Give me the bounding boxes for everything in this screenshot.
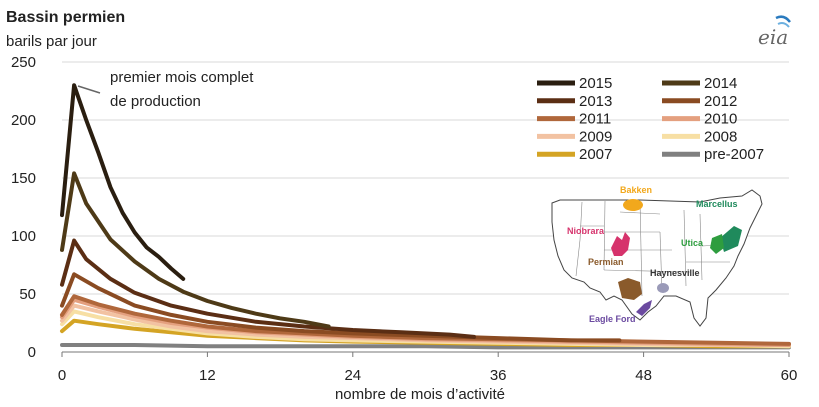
x-axis-label: nombre de mois d’activité (335, 386, 505, 403)
y-tick-label: 250 (11, 54, 36, 71)
eia-logo-swoosh-1 (775, 15, 791, 23)
series-line-pre-2007 (60, 343, 791, 350)
annotation-leader (77, 85, 101, 94)
legend-label-2008: 2008 (704, 128, 737, 145)
series-line-2012 (60, 272, 622, 343)
us-map-inset: Bakken Marcellus Niobrara Utica Permian … (551, 185, 763, 327)
niobrara-play (611, 232, 630, 256)
marcellus-play (720, 226, 742, 252)
y-axis-ticks: 0 50 100 150 200 250 (11, 54, 36, 361)
y-tick-label: 100 (11, 228, 36, 245)
x-tick-label: 60 (781, 367, 798, 384)
eagle-ford-play (636, 300, 652, 316)
marcellus-label: Marcellus (696, 199, 738, 209)
eia-logo-text: eia (758, 25, 788, 49)
series-lines (60, 83, 791, 350)
chart-title: Bassin permien (6, 9, 125, 26)
x-tick-label: 24 (344, 367, 361, 384)
series-line-2015 (60, 83, 186, 281)
utica-label: Utica (681, 238, 704, 248)
eia-logo: eia (758, 15, 791, 49)
eagle-ford-label: Eagle Ford (589, 314, 636, 324)
y-tick-label: 0 (28, 344, 36, 361)
series-line-2014 (60, 171, 331, 329)
x-tick-label: 0 (58, 367, 66, 384)
legend-label-2011: 2011 (579, 111, 611, 128)
state-borders (575, 199, 739, 297)
legend: 2015 2014 2013 2012 2011 2010 2009 2008 2007 pre-… (537, 75, 764, 163)
x-axis-ticks: 0 12 24 36 48 60 (58, 352, 798, 384)
x-tick-label: 48 (635, 367, 652, 384)
us-map-outline (551, 189, 763, 327)
legend-label-2012: 2012 (704, 93, 737, 110)
legend-label-2009: 2009 (579, 128, 612, 145)
legend-label-2013: 2013 (579, 93, 612, 110)
legend-label-2015: 2015 (579, 75, 612, 92)
gridlines (62, 61, 789, 295)
permian-label: Permian (588, 257, 624, 267)
eia-logo-swoosh-2 (777, 22, 790, 28)
x-tick-label: 12 (199, 367, 216, 384)
y-tick-label: 150 (11, 170, 36, 187)
legend-label-2007: 2007 (579, 146, 612, 163)
annotation-line-2: de production (110, 93, 201, 110)
legend-label-2010: 2010 (704, 111, 737, 128)
haynesville-play (657, 283, 669, 293)
y-tick-label: 50 (19, 286, 36, 303)
utica-play (710, 234, 724, 254)
x-tick-label: 36 (490, 367, 507, 384)
permian-play (618, 278, 642, 300)
legend-label-pre-2007: pre-2007 (704, 146, 764, 163)
series-line-2013 (60, 238, 476, 339)
niobrara-label: Niobrara (567, 226, 605, 236)
annotation-line-1: premier mois complet (110, 69, 254, 86)
bakken-play (623, 199, 643, 211)
y-tick-label: 200 (11, 112, 36, 129)
legend-label-2014: 2014 (704, 75, 737, 92)
y-axis-unit-label: barils par jour (6, 33, 97, 50)
haynesville-label: Haynesville (650, 268, 700, 278)
annotation: premier mois complet de production (77, 69, 254, 110)
bakken-label: Bakken (620, 185, 652, 195)
